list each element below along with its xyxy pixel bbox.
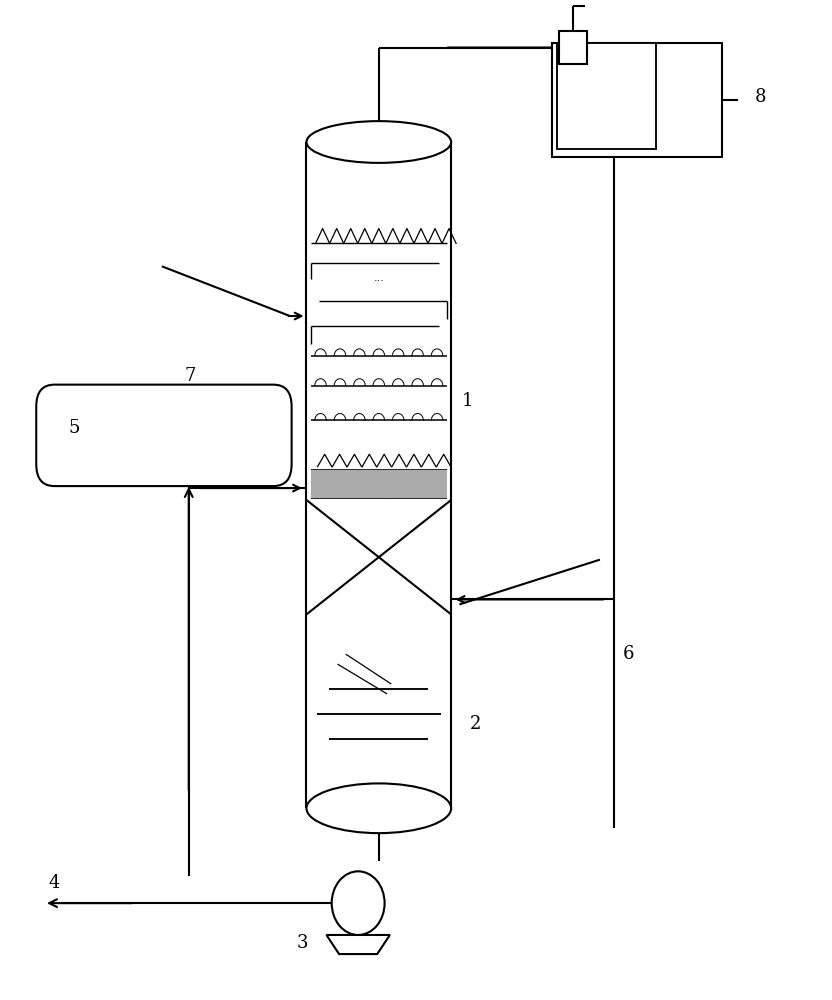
Text: 2: 2: [470, 715, 481, 733]
Text: 8: 8: [755, 88, 766, 106]
Bar: [310, 470, 447, 498]
Circle shape: [332, 871, 384, 935]
Text: 3: 3: [296, 934, 308, 952]
Text: 5: 5: [69, 419, 80, 437]
Ellipse shape: [306, 121, 451, 163]
Bar: [552, 43, 722, 157]
Text: 4: 4: [48, 874, 60, 892]
Text: ···: ···: [374, 276, 384, 286]
Text: 1: 1: [462, 392, 473, 410]
Text: 7: 7: [185, 367, 196, 385]
Bar: [559, 31, 587, 64]
Polygon shape: [326, 935, 390, 954]
Text: 6: 6: [622, 645, 634, 663]
Bar: [557, 43, 656, 149]
Ellipse shape: [306, 783, 451, 833]
FancyBboxPatch shape: [37, 385, 292, 486]
